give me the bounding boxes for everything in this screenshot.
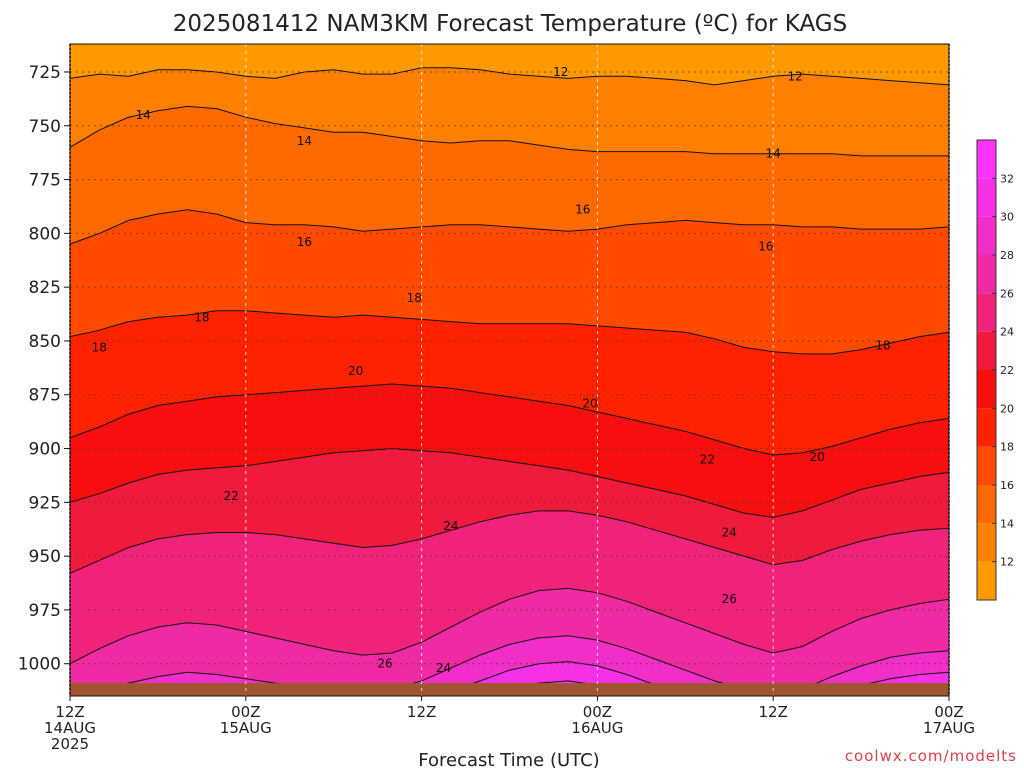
contour-label: 16 (575, 203, 590, 217)
grid (70, 44, 949, 696)
isotherm-24 (69, 510, 950, 574)
colorbar-swatch (977, 331, 996, 370)
colorbar-tick-label: 22 (1000, 364, 1014, 377)
chart-title: 2025081412 NAM3KM Forecast Temperature (… (173, 11, 847, 37)
contour-label: 26 (377, 657, 392, 671)
contour-label: 16 (758, 239, 773, 253)
x-tick-label: 16AUG (571, 719, 623, 737)
colorbar-swatch (977, 255, 996, 294)
y-axis: 725 750 775 800 825 850 875 900 925 950 975 1000 (18, 63, 70, 675)
colorbar-swatch (977, 523, 996, 562)
x-axis-label: Forecast Time (UTC) (418, 750, 599, 768)
colorbar-swatch (977, 370, 996, 409)
y-tick-label: 875 (29, 386, 61, 406)
isotherm-22 (69, 447, 950, 518)
contour-label: 18 (407, 291, 422, 305)
y-tick-label: 775 (29, 171, 61, 191)
colorbar-swatch (977, 140, 996, 179)
x-tick-label: 12Z (407, 703, 436, 721)
contour-label: 20 (348, 364, 363, 378)
contour-label: 26 (722, 592, 737, 606)
band-fill-28 (70, 635, 949, 696)
band-fill-30 (70, 661, 949, 696)
contour-label: 18 (194, 310, 209, 324)
contour-label: 20 (582, 396, 597, 410)
y-tick-label: 1000 (18, 655, 61, 675)
y-tick-label: 900 (29, 440, 61, 460)
colorbar-tick-label: 16 (1000, 479, 1014, 492)
y-tick-label: 800 (29, 224, 61, 244)
x-tick-label: 15AUG (220, 719, 272, 737)
colorbar-tick-label: 12 (1000, 556, 1014, 569)
contour-label: 18 (92, 340, 107, 354)
y-tick-label: 975 (29, 601, 61, 621)
contour-label: 24 (443, 519, 458, 533)
colorbar: 12 14 16 18 20 22 24 26 28 30 32 (976, 139, 1014, 601)
band-fill-26 (70, 588, 949, 696)
x-tick-label: 17AUG (923, 719, 975, 737)
contour-label: 12 (553, 65, 568, 79)
isotherm-12 (69, 67, 950, 86)
contour-label: 18 (875, 338, 890, 352)
colorbar-swatch (977, 446, 996, 485)
isotherm-26 (69, 587, 950, 665)
contour-label: 12 (788, 69, 803, 83)
contour-label: 14 (297, 134, 312, 148)
colorbar-tick-label: 28 (1000, 249, 1014, 262)
y-tick-label: 850 (29, 332, 61, 352)
y-tick-label: 750 (29, 117, 61, 137)
colorbar-tick-label: 24 (1000, 326, 1014, 339)
isotherm-16 (69, 209, 950, 245)
colorbar-swatch (977, 485, 996, 524)
ground-strip (70, 683, 949, 696)
isotherm-18 (69, 310, 950, 355)
x-tick-label: 12Z (55, 703, 84, 721)
colorbar-tick-label: 32 (1000, 172, 1014, 185)
isotherm-14 (69, 105, 949, 157)
y-tick-label: 825 (29, 278, 61, 298)
x-tick-label: 12Z (759, 703, 788, 721)
colorbar-swatch (977, 216, 996, 255)
isotherm-20 (69, 383, 950, 456)
contour-label: 14 (766, 147, 781, 161)
x-tick-label: 00Z (934, 703, 963, 721)
colorbar-tick-label: 20 (1000, 402, 1014, 415)
contour-label: 20 (810, 450, 825, 464)
colorbar-tick-label: 30 (1000, 211, 1014, 224)
colorbar-tick-label: 18 (1000, 441, 1014, 454)
x-tick-label: 14AUG (44, 719, 96, 737)
x-tick-label: 2025 (51, 735, 89, 753)
y-tick-label: 950 (29, 547, 61, 567)
plot-area: 12 12 14 14 14 16 16 16 18 18 18 18 20 20 20 22 22 24 24 26… (69, 43, 950, 697)
contour-label: 22 (700, 452, 715, 466)
colorbar-swatch (977, 408, 996, 447)
colorbar-tick-label: 14 (1000, 517, 1014, 530)
contour-label: 24 (722, 525, 737, 539)
colorbar-swatch (977, 293, 996, 332)
colorbar-swatch (977, 561, 996, 600)
contour-label: 24 (436, 661, 451, 675)
x-tick-label: 00Z (231, 703, 260, 721)
colorbar-swatch (977, 178, 996, 217)
y-tick-label: 725 (29, 63, 61, 83)
contour-label: 22 (224, 489, 239, 503)
colorbar-tick-label: 26 (1000, 287, 1014, 300)
y-tick-label: 925 (29, 493, 61, 513)
contour-label: 14 (136, 108, 151, 122)
x-tick-label: 00Z (583, 703, 612, 721)
contour-label: 16 (297, 235, 312, 249)
credit-text: coolwx.com/modelts (845, 747, 1017, 765)
